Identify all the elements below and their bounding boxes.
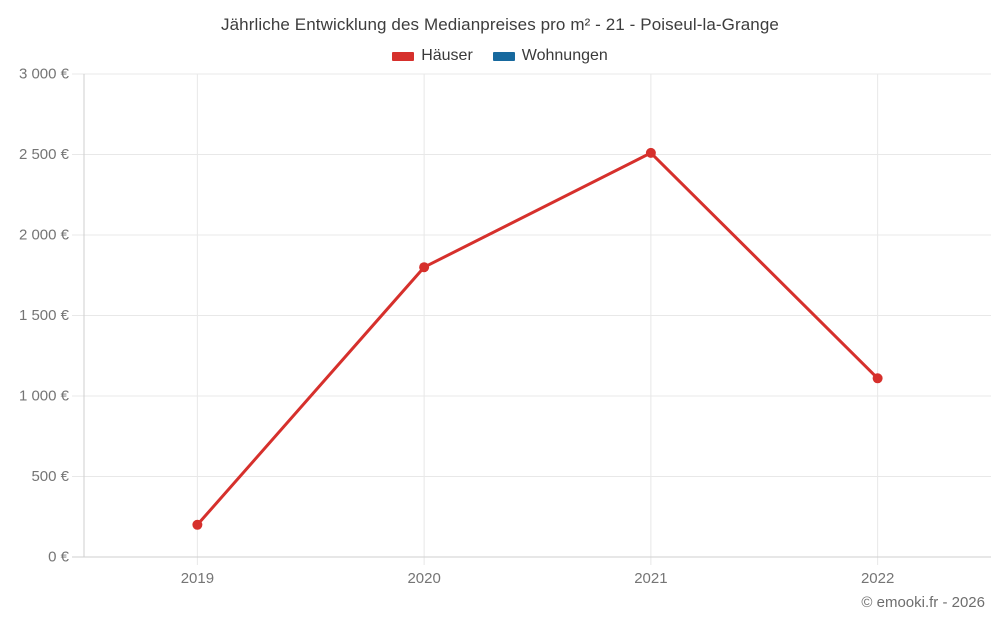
y-tick-label: 0 € xyxy=(48,549,70,566)
x-tick-label: 2020 xyxy=(407,570,440,587)
legend-item-hauser[interactable]: Häuser xyxy=(392,47,473,65)
legend-item-wohnungen[interactable]: Wohnungen xyxy=(492,47,608,65)
x-tick-label: 2019 xyxy=(181,570,214,587)
legend-swatch-hauser-icon xyxy=(392,51,415,61)
legend-label-hauser: Häuser xyxy=(421,47,473,64)
x-tick-label: 2021 xyxy=(634,570,667,587)
y-tick-label: 1 000 € xyxy=(19,388,70,405)
series-line-Häuser xyxy=(195,151,880,527)
y-tick-label: 1 500 € xyxy=(19,307,70,324)
data-point-Häuser-2020[interactable] xyxy=(419,262,430,273)
data-point-Häuser-2021[interactable] xyxy=(645,147,656,158)
x-tick-label: 2022 xyxy=(861,570,894,587)
y-tick-label: 2 000 € xyxy=(19,227,70,244)
chart-title: Jährliche Entwicklung des Medianpreises … xyxy=(221,15,779,34)
legend-label-wohnungen: Wohnungen xyxy=(521,47,608,64)
y-tick-label: 3 000 € xyxy=(19,66,70,83)
data-point-Häuser-2022[interactable] xyxy=(872,373,883,384)
y-tick-label: 500 € xyxy=(31,468,69,485)
y-tick-label: 2 500 € xyxy=(19,146,70,163)
data-point-Häuser-2019[interactable] xyxy=(192,519,203,530)
copyright-text: © emooki.fr - 2026 xyxy=(861,594,985,611)
legend: Häuser Wohnungen xyxy=(0,47,1000,65)
legend-swatch-wohnungen-icon xyxy=(492,51,515,61)
